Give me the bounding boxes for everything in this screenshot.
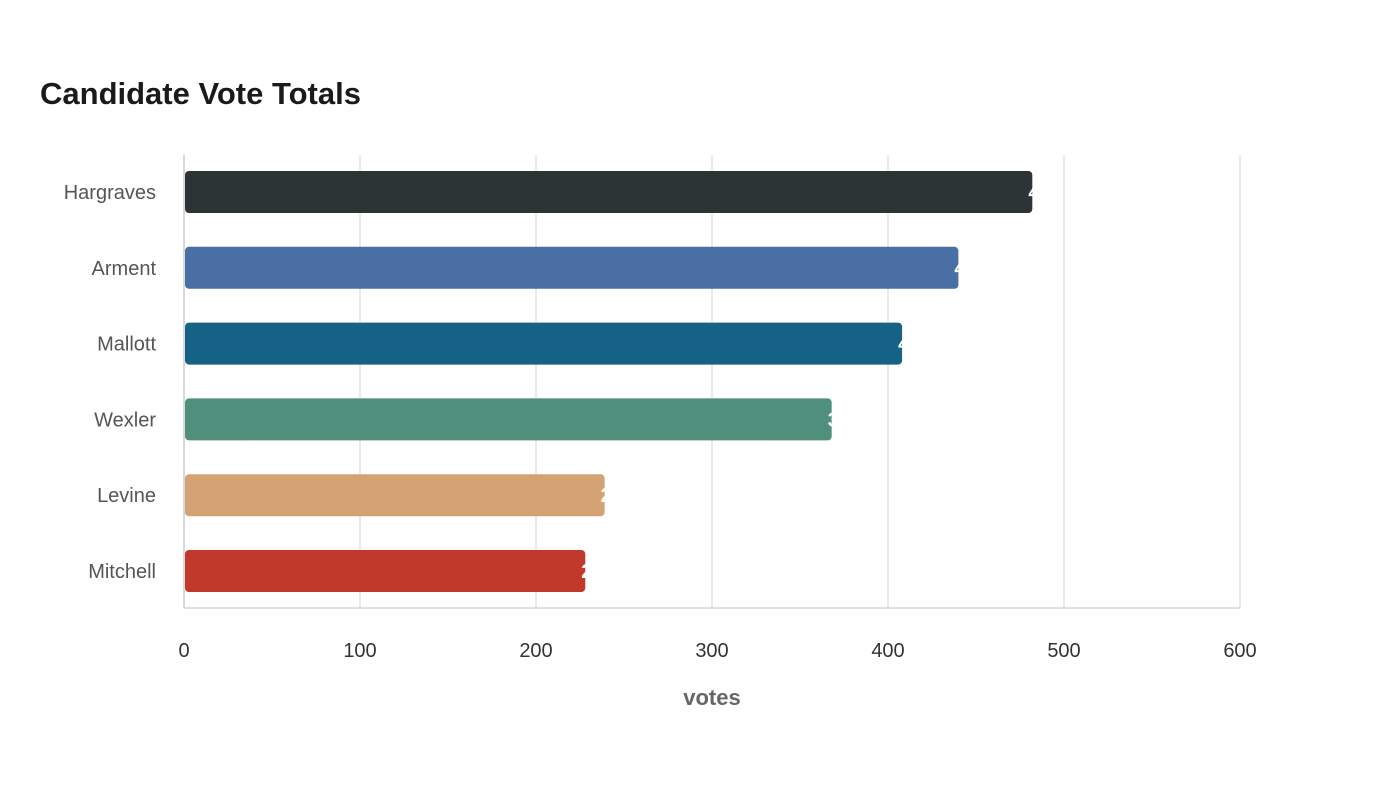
category-label: Arment <box>92 258 157 280</box>
x-tick-label: 600 <box>1223 640 1256 662</box>
category-label: Mallott <box>97 334 156 356</box>
x-tick-label: 400 <box>871 640 904 662</box>
bar-value-label: 368 <box>828 409 861 431</box>
gridlines <box>359 155 1241 608</box>
x-tick-label: 300 <box>695 640 728 662</box>
bar-value-label: 482 <box>1028 182 1061 204</box>
bars: 482 440 408 368 239 228 <box>185 171 1062 592</box>
bar-value-label: 239 <box>601 485 634 507</box>
x-tick-label: 200 <box>519 640 552 662</box>
x-tick-label: 0 <box>178 640 189 662</box>
x-tick-label: 500 <box>1047 640 1080 662</box>
bar <box>185 474 605 517</box>
bar-value-label: 408 <box>898 334 931 356</box>
x-tick-label: 100 <box>343 640 376 662</box>
category-label: Wexler <box>94 409 156 431</box>
chart-title: Candidate Vote Totals <box>40 76 361 111</box>
bar <box>185 322 903 365</box>
axes: 0 100 200 300 400 500 600 Hargraves Arment Mallot… <box>64 155 1257 662</box>
category-label: Hargraves <box>64 182 156 204</box>
bar <box>185 246 959 289</box>
bar <box>185 550 586 592</box>
bar <box>185 171 1033 213</box>
category-label: Mitchell <box>88 561 156 583</box>
x-axis-title: votes <box>683 685 740 710</box>
bar-value-label: 228 <box>581 561 614 583</box>
bar <box>185 398 832 441</box>
category-label: Levine <box>97 485 156 507</box>
bar-value-label: 440 <box>954 258 987 280</box>
